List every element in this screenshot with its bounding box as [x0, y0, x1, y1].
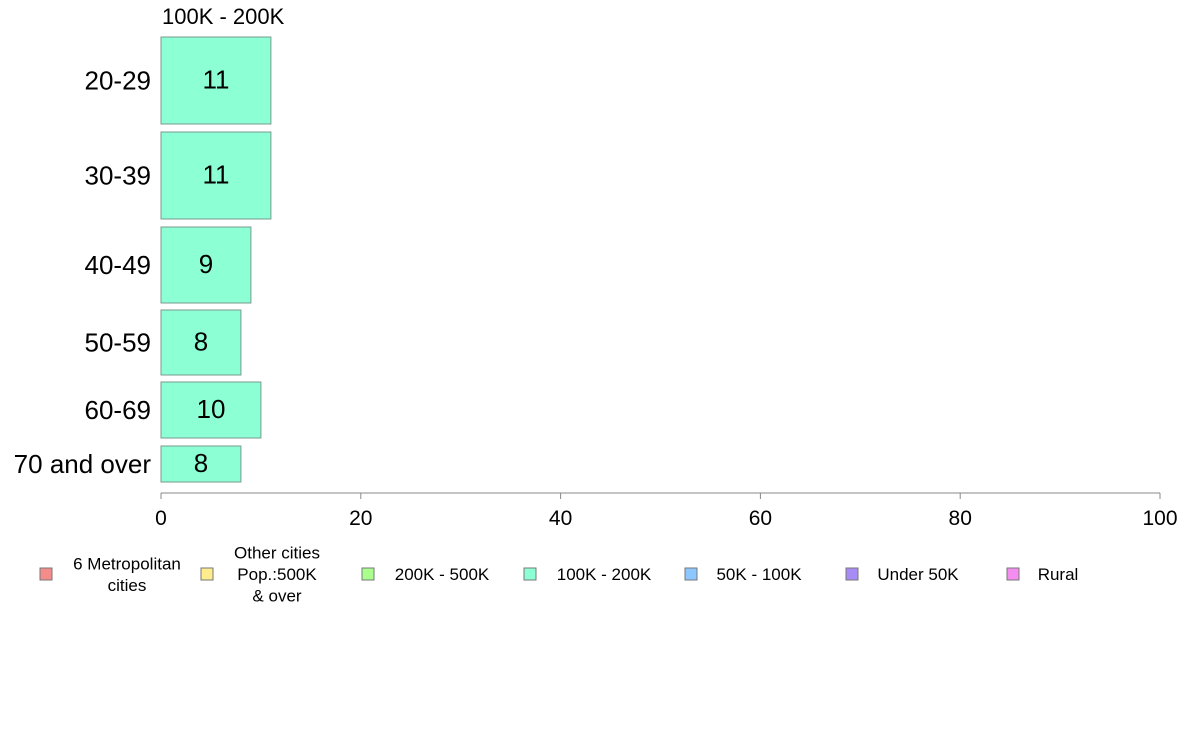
category-label: 20-29	[85, 66, 152, 96]
category-label: 70 and over	[14, 449, 152, 479]
x-tick-label: 0	[155, 507, 167, 530]
legend-item: 200K - 500K	[361, 565, 490, 584]
legend-swatch	[845, 567, 859, 581]
legend-swatch	[361, 567, 375, 581]
bar-value-label: 11	[202, 65, 229, 95]
category-label: 60-69	[85, 395, 152, 425]
legend-label: cities	[108, 576, 147, 595]
legend-item: 100K - 200K	[523, 565, 652, 584]
legend-item: 50K - 100K	[684, 565, 802, 584]
bar-20-29	[160, 36, 272, 125]
legend-swatch	[523, 567, 537, 581]
legend-label: 100K - 200K	[557, 565, 652, 584]
legend-item: Under 50K	[845, 565, 959, 584]
legend-label: Under 50K	[877, 565, 959, 584]
bar-70-and-over	[160, 445, 242, 483]
chart-title: 100K - 200K	[162, 4, 285, 29]
legend-label: Other cities	[234, 544, 320, 563]
bar-value-label: 8	[194, 327, 208, 357]
bar-value-label: 9	[199, 249, 213, 279]
bar-60-69	[160, 381, 262, 439]
legend-item: Rural	[1006, 565, 1079, 584]
category-label: 40-49	[85, 250, 152, 280]
x-tick-label: 40	[549, 507, 572, 530]
legend: 6 Metropolitan cities Other cities Pop.:50…	[39, 544, 1079, 606]
legend-label: Pop.:500K	[237, 565, 317, 584]
category-label: 30-39	[85, 161, 152, 191]
bars-layer: 11 20-29 11 30-39 9 40-49 8 50-59 10 60-69 8 70 and…	[14, 36, 272, 483]
bar-50-59	[160, 309, 242, 376]
legend-label: & over	[252, 587, 301, 606]
x-tick-label: 60	[749, 507, 772, 530]
x-tick-label: 20	[349, 507, 372, 530]
x-tick-label: 100	[1142, 507, 1177, 530]
bar-value-label: 11	[202, 160, 229, 190]
legend-item: 6 Metropolitan cities	[39, 554, 181, 595]
legend-label: 6 Metropolitan	[73, 554, 181, 573]
legend-item: Other cities Pop.:500K & over	[200, 544, 320, 606]
legend-swatch	[200, 567, 214, 581]
bar-40-49	[160, 226, 252, 304]
legend-swatch	[1006, 567, 1020, 581]
legend-label: Rural	[1038, 565, 1079, 584]
x-tick-label: 80	[949, 507, 972, 530]
legend-swatch	[684, 567, 698, 581]
category-label: 50-59	[85, 328, 152, 358]
legend-label: 200K - 500K	[395, 565, 490, 584]
legend-label: 50K - 100K	[716, 565, 802, 584]
bar-value-label: 10	[196, 394, 225, 424]
x-axis: 0 20 40 60 80 100	[155, 492, 1178, 530]
bar-30-39	[160, 131, 272, 220]
bar-value-label: 8	[194, 448, 208, 478]
legend-swatch	[39, 567, 53, 581]
